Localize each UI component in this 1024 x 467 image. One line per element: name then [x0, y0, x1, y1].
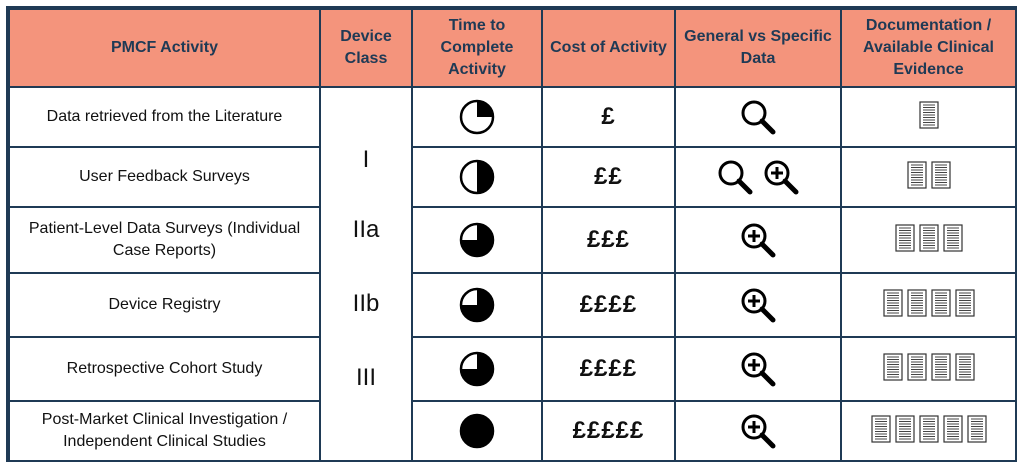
activity-cell: Patient-Level Data Surveys (Individual C… — [8, 206, 321, 274]
specific-zoom-in-icon — [741, 414, 776, 449]
device-class-label: IIa — [352, 216, 380, 243]
time-cell — [411, 206, 543, 274]
header-cost-of-activity: Cost of Activity — [541, 8, 676, 88]
header-pmcf-activity: PMCF Activity — [8, 8, 321, 88]
header-documentation: Documentation / Available Clinical Evide… — [840, 8, 1017, 88]
document-icon — [930, 288, 951, 317]
time-cell — [411, 272, 543, 338]
document-icon — [906, 288, 927, 317]
header-time-to-complete: Time to Complete Activity — [411, 8, 543, 88]
document-icon — [930, 352, 951, 381]
table-row: User Feedback Surveys ££ — [8, 146, 1017, 208]
document-icon — [918, 100, 939, 129]
table-row: Patient-Level Data Surveys (Individual C… — [8, 206, 1017, 274]
activity-cell: Data retrieved from the Literature — [8, 86, 321, 148]
device-class-label: I — [362, 146, 370, 173]
data-type-cell — [674, 86, 842, 148]
data-type-cell — [674, 146, 842, 208]
document-icon — [906, 160, 927, 189]
document-icon — [918, 414, 939, 443]
table-row: Retrospective Cohort Study ££££ — [8, 336, 1017, 402]
header-device-class: Device Class — [319, 8, 413, 88]
documentation-cell — [840, 400, 1017, 462]
time-cell — [411, 400, 543, 462]
document-icon — [882, 352, 903, 381]
specific-zoom-in-icon — [741, 352, 776, 387]
activity-cell: Device Registry — [8, 272, 321, 338]
header-row: PMCF Activity Device Class Time to Compl… — [8, 8, 1017, 88]
time-pie-icon — [459, 99, 495, 135]
time-cell — [411, 86, 543, 148]
document-icon — [918, 223, 939, 252]
data-type-cell — [674, 400, 842, 462]
activity-cell: Retrospective Cohort Study — [8, 336, 321, 402]
documentation-cell — [840, 146, 1017, 208]
data-type-cell — [674, 336, 842, 402]
time-cell — [411, 336, 543, 402]
data-type-cell — [674, 272, 842, 338]
documentation-cell — [840, 206, 1017, 274]
cost-cell: ££ — [541, 146, 676, 208]
documentation-cell — [840, 336, 1017, 402]
time-pie-icon — [459, 351, 495, 387]
cost-cell: £££££ — [541, 400, 676, 462]
time-pie-icon — [459, 159, 495, 195]
general-search-icon — [718, 160, 753, 195]
document-icon — [966, 414, 987, 443]
cost-cell: £ — [541, 86, 676, 148]
document-icon — [930, 160, 951, 189]
document-icon — [882, 288, 903, 317]
general-search-icon — [741, 100, 776, 135]
document-icon — [894, 414, 915, 443]
cost-cell: ££££ — [541, 272, 676, 338]
document-icon — [954, 352, 975, 381]
device-class-label: IIb — [352, 290, 380, 317]
activity-cell: Post-Market Clinical Investigation / Ind… — [8, 400, 321, 462]
time-pie-icon — [459, 413, 495, 449]
pmcf-table-frame: PMCF Activity Device Class Time to Compl… — [6, 6, 1017, 462]
document-icon — [942, 414, 963, 443]
device-class-cell: I IIa IIb III — [319, 86, 413, 462]
specific-zoom-in-icon — [764, 160, 799, 195]
table-row: Data retrieved from the Literature I IIa II… — [8, 86, 1017, 462]
table-row: Device Registry ££££ — [8, 272, 1017, 338]
time-cell — [411, 146, 543, 208]
document-icon — [954, 288, 975, 317]
time-pie-icon — [459, 287, 495, 323]
cost-cell: £££ — [541, 206, 676, 274]
data-type-cell — [674, 206, 842, 274]
document-icon — [942, 223, 963, 252]
table-row: Post-Market Clinical Investigation / Ind… — [8, 400, 1017, 462]
specific-zoom-in-icon — [741, 223, 776, 258]
documentation-cell — [840, 86, 1017, 148]
device-class-label: III — [355, 364, 376, 391]
pmcf-activity-table: PMCF Activity Device Class Time to Compl… — [8, 8, 1017, 462]
cost-cell: ££££ — [541, 336, 676, 402]
documentation-cell — [840, 272, 1017, 338]
time-pie-icon — [459, 222, 495, 258]
activity-cell: User Feedback Surveys — [8, 146, 321, 208]
document-icon — [870, 414, 891, 443]
document-icon — [894, 223, 915, 252]
header-general-vs-specific: General vs Specific Data — [674, 8, 842, 88]
specific-zoom-in-icon — [741, 288, 776, 323]
document-icon — [906, 352, 927, 381]
